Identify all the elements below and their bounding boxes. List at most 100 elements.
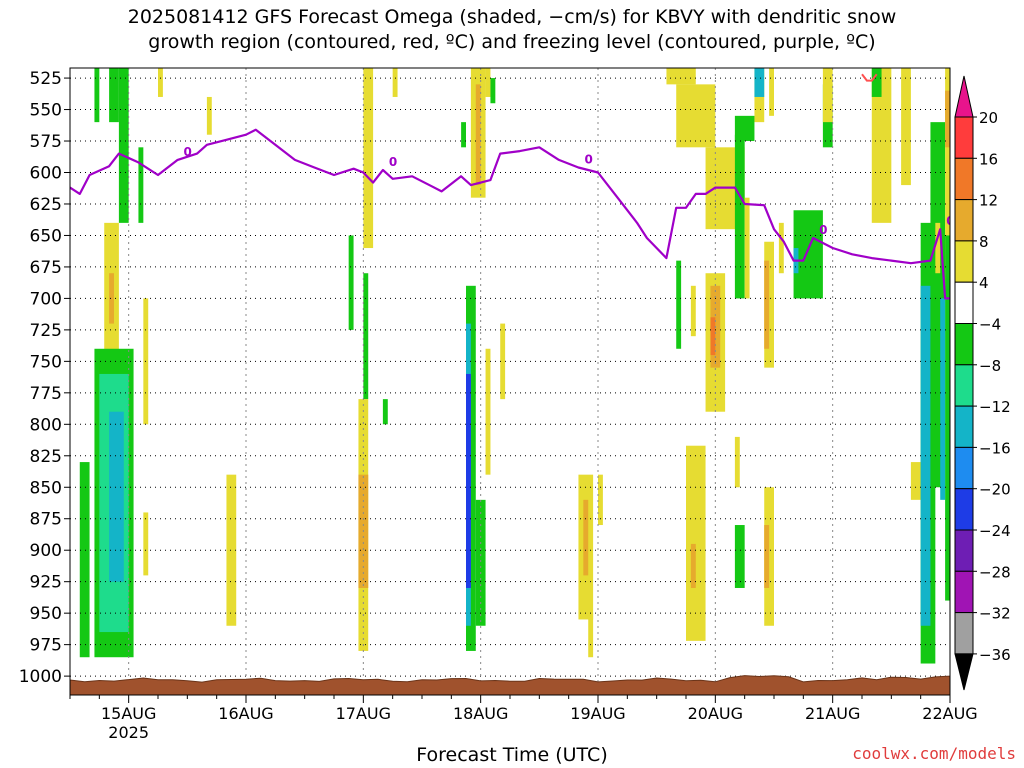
freezing-level-label: 0	[389, 155, 397, 169]
omega-cell	[764, 525, 770, 588]
colorbar-cell	[954, 199, 974, 242]
freezing-level-label: 0	[946, 214, 954, 228]
colorbar-cell	[954, 116, 974, 159]
omega-cell	[945, 68, 950, 299]
omega-cell	[778, 222, 784, 274]
omega-cell	[109, 273, 114, 324]
colorbar-bottom-arrow	[954, 653, 974, 691]
omega-cell	[363, 273, 369, 400]
omega-cell	[744, 197, 750, 299]
omega-cell	[945, 90, 950, 148]
colorbar-label: −20	[979, 481, 1011, 499]
colorbar-cell	[954, 364, 974, 407]
colorbar-label: −12	[979, 398, 1011, 416]
y-tick-label: 975	[30, 636, 62, 656]
omega-cell	[910, 462, 921, 500]
y-tick-label: 750	[30, 352, 62, 372]
x-tick-label: 21AUG	[805, 704, 860, 723]
omega-cell	[158, 68, 163, 97]
omega-cell	[466, 373, 471, 588]
omega-cell	[475, 84, 481, 186]
omega-cell	[734, 436, 740, 488]
omega-cell	[588, 613, 594, 658]
y-tick-label: 775	[30, 384, 62, 404]
colorbar-label: −28	[979, 563, 1011, 581]
omega-cell	[118, 68, 129, 223]
freezing-level-contour	[70, 128, 950, 300]
colorbar-cell	[954, 446, 974, 490]
y-tick-label: 575	[30, 132, 62, 152]
omega-cell	[690, 285, 696, 337]
omega-cell	[940, 298, 946, 500]
colorbar-cell	[954, 570, 974, 614]
chart-title-line-1: 2025081412 GFS Forecast Omega (shaded, −…	[127, 6, 897, 28]
y-tick-label: 525	[30, 69, 62, 89]
omega-cell	[945, 235, 950, 601]
dendritic-growth-contour	[861, 73, 878, 82]
y-tick-label: 800	[30, 415, 62, 435]
omega-cell	[676, 84, 716, 148]
omega-cell	[734, 525, 745, 588]
x-tick-label: 20AUG	[688, 704, 743, 723]
omega-cell	[485, 348, 491, 475]
colorbar-label: −8	[979, 357, 1001, 375]
omega-cell	[901, 68, 911, 186]
y-tick-label: 850	[30, 478, 62, 498]
omega-cell	[94, 68, 100, 123]
omega-cell	[871, 68, 882, 97]
colorbar-label: −32	[979, 605, 1011, 623]
y-tick-label: 950	[30, 604, 62, 624]
freezing-level-label: 0	[184, 145, 192, 159]
colorbar-label: 4	[979, 274, 989, 292]
omega-cell	[392, 68, 398, 97]
omega-cell	[871, 68, 892, 223]
omega-cell	[475, 499, 486, 626]
omega-cell	[490, 78, 496, 104]
freezing-level-label: 0	[819, 223, 827, 237]
colorbar-label: 20	[979, 109, 998, 127]
omega-cell	[138, 147, 144, 223]
omega-cell	[500, 323, 506, 400]
colorbar: 20 16 12 8 4 −4 −8 −12 −16 −20 −24 −28 −32 −36	[954, 75, 1011, 691]
colorbar-cell	[954, 323, 974, 366]
chart-title-line-2: growth region (contoured, red, ºC) and f…	[148, 31, 876, 53]
colorbar-cell	[954, 157, 974, 201]
y-tick-label: 700	[30, 289, 62, 309]
y-tick-label: 725	[30, 321, 62, 341]
omega-cell	[769, 68, 774, 116]
omega-cell	[363, 68, 374, 249]
omega-cell	[764, 260, 770, 349]
colorbar-cell	[954, 240, 974, 283]
x-tick-label: 19AUG	[570, 704, 625, 723]
y-tick-label: 600	[30, 164, 62, 184]
omega-cell	[143, 512, 149, 576]
omega-cell	[206, 96, 212, 135]
omega-cell	[461, 122, 466, 148]
y-tick-label: 875	[30, 510, 62, 530]
omega-cell	[226, 474, 237, 626]
omega-cell	[822, 68, 833, 123]
y-tick-label: 625	[30, 195, 62, 215]
colorbar-label: −4	[979, 316, 1001, 334]
y-tick-label: 925	[30, 573, 62, 593]
colorbar-cell	[954, 281, 974, 325]
omega-cell	[79, 462, 90, 658]
colorbar-cell	[954, 488, 974, 531]
colorbar-label: −16	[979, 439, 1011, 457]
x-axis-title: Forecast Time (UTC)	[416, 744, 608, 766]
colorbar-label: −36	[979, 646, 1011, 664]
omega-cell	[676, 260, 682, 349]
x-tick-label: 22AUG	[922, 704, 977, 723]
colorbar-label: −24	[979, 522, 1011, 540]
y-tick-label: 825	[30, 447, 62, 467]
surface-terrain	[70, 675, 950, 695]
y-tick-label: 900	[30, 541, 62, 561]
x-tick-label: 18AUG	[453, 704, 508, 723]
credit-link[interactable]: coolwx.com/models	[852, 744, 1016, 763]
omega-cell	[348, 235, 354, 330]
omega-cell	[754, 68, 765, 97]
y-tick-label: 650	[30, 226, 62, 246]
